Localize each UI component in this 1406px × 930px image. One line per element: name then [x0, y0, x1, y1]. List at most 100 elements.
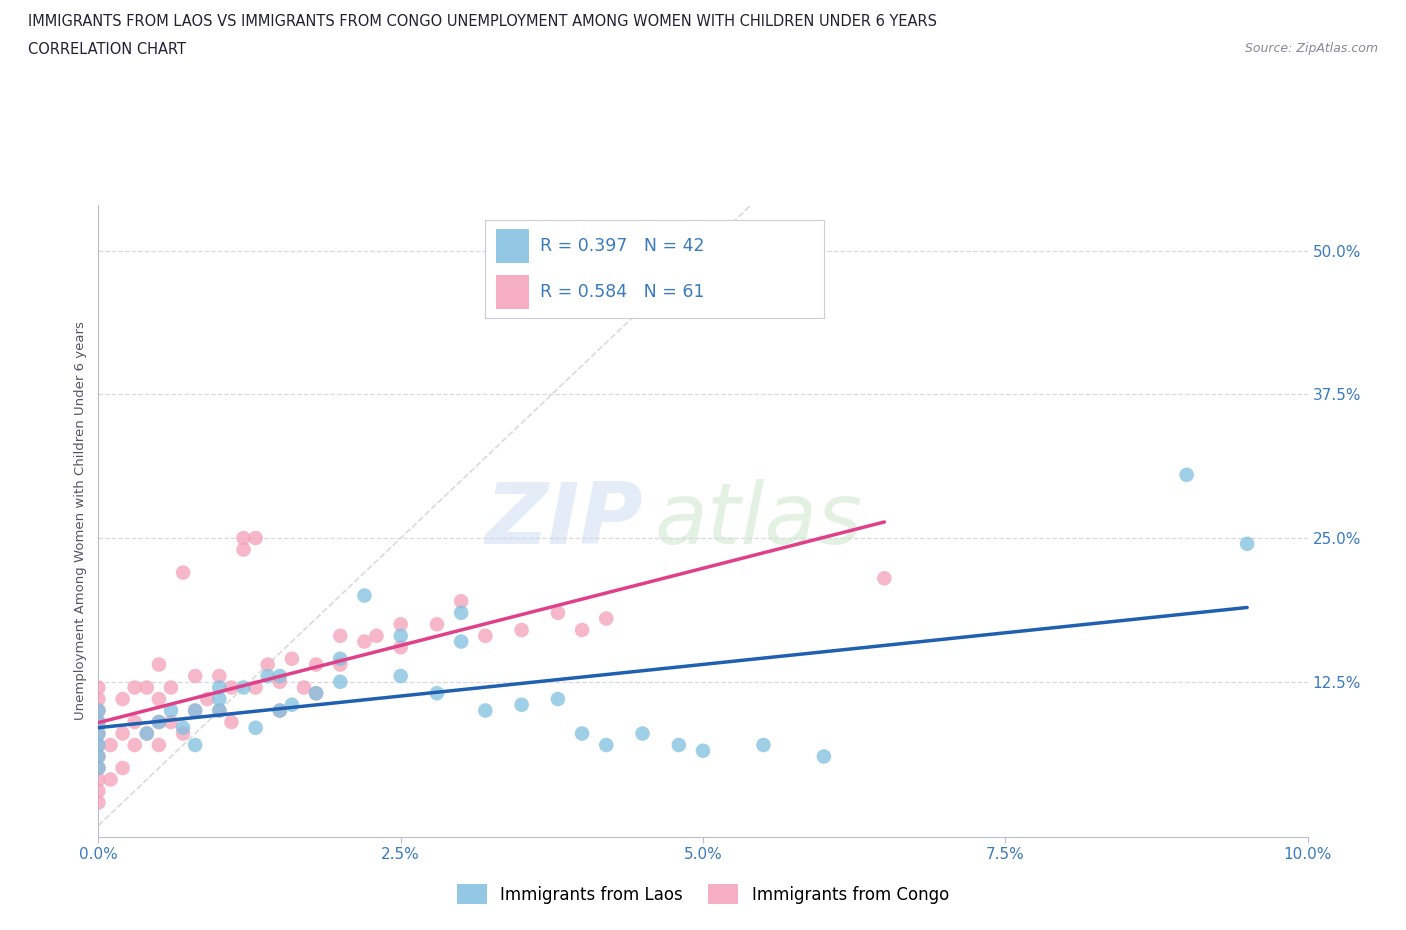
- Point: [752, 737, 775, 752]
- Point: [281, 651, 304, 666]
- Point: [135, 680, 157, 695]
- Point: [87, 726, 110, 741]
- Point: [160, 703, 183, 718]
- Point: [124, 714, 146, 729]
- Point: [595, 737, 617, 752]
- Point: [450, 634, 472, 649]
- Point: [221, 714, 243, 729]
- Point: [329, 674, 352, 689]
- Point: [305, 658, 328, 672]
- Point: [172, 721, 194, 736]
- Point: [510, 622, 533, 637]
- Point: [668, 737, 690, 752]
- Point: [595, 611, 617, 626]
- Point: [87, 680, 110, 695]
- Point: [269, 703, 291, 718]
- Point: [1236, 537, 1258, 551]
- Point: [571, 726, 593, 741]
- Point: [232, 680, 254, 695]
- Point: [305, 685, 328, 700]
- Text: Source: ZipAtlas.com: Source: ZipAtlas.com: [1244, 42, 1378, 55]
- Point: [148, 692, 170, 707]
- Point: [571, 622, 593, 637]
- Point: [232, 542, 254, 557]
- Point: [172, 726, 194, 741]
- Point: [474, 703, 496, 718]
- Point: [329, 651, 352, 666]
- Point: [510, 698, 533, 712]
- Point: [111, 692, 134, 707]
- Point: [100, 772, 122, 787]
- Text: ZIP: ZIP: [485, 479, 643, 563]
- Point: [389, 629, 412, 644]
- Text: CORRELATION CHART: CORRELATION CHART: [28, 42, 186, 57]
- Point: [245, 721, 267, 736]
- Point: [87, 749, 110, 764]
- Point: [148, 714, 170, 729]
- Point: [184, 669, 207, 684]
- Point: [221, 680, 243, 695]
- Point: [87, 749, 110, 764]
- Point: [87, 737, 110, 752]
- Point: [208, 703, 231, 718]
- Point: [87, 784, 110, 799]
- Point: [208, 680, 231, 695]
- Point: [281, 698, 304, 712]
- Point: [547, 605, 569, 620]
- Point: [426, 685, 449, 700]
- Point: [450, 594, 472, 609]
- Text: R = 0.584   N = 61: R = 0.584 N = 61: [540, 283, 704, 301]
- Point: [245, 531, 267, 546]
- Point: [87, 703, 110, 718]
- Point: [873, 571, 896, 586]
- Point: [269, 674, 291, 689]
- Point: [245, 680, 267, 695]
- Point: [184, 737, 207, 752]
- Point: [813, 749, 835, 764]
- Point: [148, 658, 170, 672]
- FancyBboxPatch shape: [495, 229, 530, 262]
- Point: [87, 703, 110, 718]
- Point: [208, 692, 231, 707]
- Point: [269, 669, 291, 684]
- Point: [195, 692, 218, 707]
- Text: atlas: atlas: [655, 479, 863, 563]
- FancyBboxPatch shape: [495, 275, 530, 309]
- Point: [232, 531, 254, 546]
- Point: [87, 692, 110, 707]
- Legend: Immigrants from Laos, Immigrants from Congo: Immigrants from Laos, Immigrants from Co…: [450, 877, 956, 910]
- Point: [87, 726, 110, 741]
- Point: [87, 772, 110, 787]
- Point: [160, 714, 183, 729]
- Point: [329, 658, 352, 672]
- Point: [87, 714, 110, 729]
- Point: [547, 692, 569, 707]
- Point: [87, 737, 110, 752]
- Point: [631, 726, 654, 741]
- Point: [292, 680, 315, 695]
- Point: [208, 669, 231, 684]
- Point: [124, 737, 146, 752]
- Point: [87, 714, 110, 729]
- Point: [329, 629, 352, 644]
- Point: [87, 795, 110, 810]
- Point: [366, 629, 388, 644]
- Point: [87, 761, 110, 776]
- Point: [305, 685, 328, 700]
- Point: [100, 737, 122, 752]
- Point: [692, 743, 714, 758]
- Point: [160, 680, 183, 695]
- Point: [353, 588, 375, 603]
- Text: R = 0.397   N = 42: R = 0.397 N = 42: [540, 237, 704, 255]
- Point: [124, 680, 146, 695]
- Y-axis label: Unemployment Among Women with Children Under 6 years: Unemployment Among Women with Children U…: [75, 322, 87, 720]
- Point: [87, 761, 110, 776]
- Point: [172, 565, 194, 580]
- Point: [450, 605, 472, 620]
- Point: [111, 726, 134, 741]
- Point: [389, 617, 412, 631]
- Point: [148, 737, 170, 752]
- Point: [389, 640, 412, 655]
- Point: [353, 634, 375, 649]
- Point: [135, 726, 157, 741]
